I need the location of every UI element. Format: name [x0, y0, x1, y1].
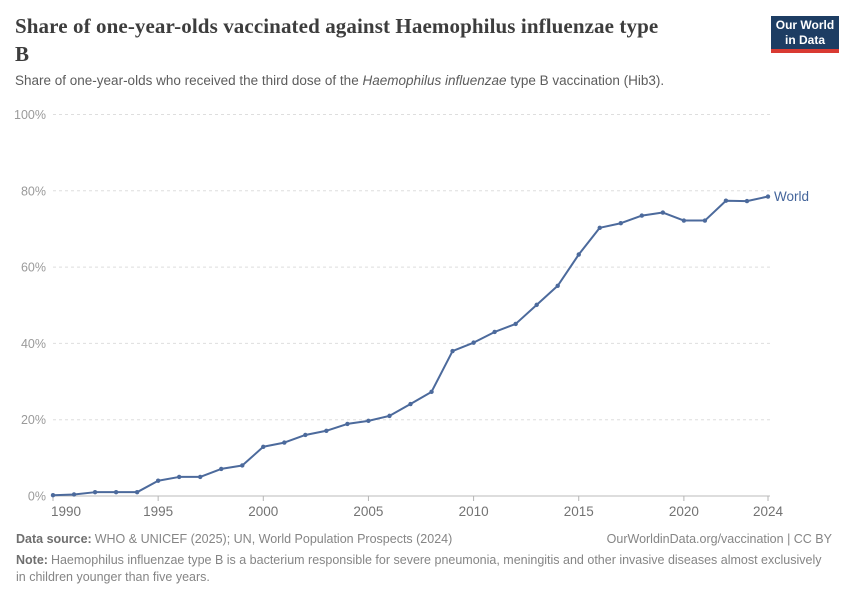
data-point[interactable] — [555, 283, 560, 288]
world-line[interactable] — [52, 195, 769, 497]
y-axis-label: 20% — [21, 413, 46, 427]
data-point[interactable] — [744, 198, 750, 204]
y-axis-label: 60% — [21, 261, 46, 275]
data-point[interactable] — [345, 421, 350, 427]
x-axis-label: 1995 — [143, 504, 173, 519]
y-axis-label: 80% — [21, 184, 46, 198]
x-axis-label: 2015 — [564, 504, 594, 519]
note-label: Note: — [16, 553, 48, 567]
subtitle-italic-term: Haemophilus influenzae — [362, 73, 507, 88]
y-axis-label: 40% — [21, 337, 46, 351]
data-point[interactable] — [50, 493, 56, 498]
data-point[interactable] — [639, 213, 645, 218]
y-axis-label: 0% — [28, 490, 46, 504]
x-axis-label: 1990 — [51, 504, 81, 519]
data-point[interactable] — [261, 444, 266, 449]
data-point[interactable] — [324, 428, 329, 433]
data-point[interactable] — [113, 489, 119, 495]
data-point[interactable] — [681, 218, 687, 223]
data-point[interactable] — [198, 474, 203, 480]
data-point[interactable] — [450, 348, 455, 354]
data-source-text: WHO & UNICEF (2025); UN, World Populatio… — [94, 532, 453, 546]
x-axis-label: 2020 — [669, 504, 699, 519]
note-line: Note: Haemophilus influenzae type B is a … — [16, 552, 832, 586]
page-title-line1: Share of one-year-olds vaccinated agains… — [15, 14, 659, 38]
data-point[interactable] — [702, 218, 708, 223]
data-point[interactable] — [534, 302, 539, 308]
data-point[interactable] — [155, 478, 161, 483]
x-axis-label: 2000 — [248, 504, 278, 519]
owid-logo[interactable]: Our World in Data — [771, 16, 839, 53]
x-axis-label: 2005 — [353, 504, 383, 519]
note-text: Haemophilus influenzae type B is a bacte… — [16, 553, 822, 584]
y-axis-label: 100% — [14, 108, 46, 122]
subtitle-text: Share of one-year-olds who received the … — [15, 73, 363, 88]
data-point[interactable] — [408, 401, 413, 407]
data-point[interactable] — [492, 329, 497, 335]
data-point[interactable] — [765, 194, 771, 199]
series-label-world: World — [774, 189, 809, 204]
data-point[interactable] — [71, 492, 77, 497]
logo-text-line1: Our World — [775, 18, 835, 33]
owid-license-link[interactable]: OurWorldinData.org/vaccination | CC BY — [606, 532, 832, 546]
data-point[interactable] — [176, 474, 182, 480]
data-point[interactable] — [219, 466, 224, 472]
source-row: Data source: WHO & UNICEF (2025); UN, Wor… — [16, 531, 832, 548]
chart-footer: Data source: WHO & UNICEF (2025); UN, Wor… — [16, 531, 832, 586]
data-source-label: Data source: — [16, 532, 92, 546]
data-source-line: Data source: WHO & UNICEF (2025); UN, Wor… — [16, 531, 452, 548]
data-point[interactable] — [92, 489, 98, 495]
chart-subtitle: Share of one-year-olds who received the … — [15, 72, 775, 90]
data-point[interactable] — [303, 432, 308, 438]
x-axis-label: 2010 — [459, 504, 489, 519]
data-point[interactable] — [513, 321, 518, 327]
data-point[interactable] — [723, 198, 729, 203]
data-point[interactable] — [471, 340, 476, 345]
data-point[interactable] — [240, 463, 245, 468]
data-point[interactable] — [429, 389, 434, 395]
subtitle-text-end: type B vaccination (Hib3). — [506, 73, 665, 88]
page-title-line2: B — [15, 41, 30, 66]
page-title: Share of one-year-olds vaccinated agains… — [15, 13, 745, 68]
data-point[interactable] — [576, 252, 581, 257]
logo-text-line2: in Data — [784, 32, 825, 47]
data-point[interactable] — [282, 440, 287, 445]
data-point[interactable] — [660, 210, 666, 215]
data-point[interactable] — [366, 418, 371, 424]
vaccination-line-chart[interactable]: 0% 20% 40% 60% 80% 100% 1990 1995 2000 2005 2010 20… — [0, 95, 850, 525]
data-point[interactable] — [618, 221, 623, 226]
x-axis-label: 2024 — [753, 504, 784, 519]
data-point[interactable] — [387, 413, 392, 419]
data-point[interactable] — [134, 489, 140, 495]
data-point[interactable] — [597, 225, 602, 231]
